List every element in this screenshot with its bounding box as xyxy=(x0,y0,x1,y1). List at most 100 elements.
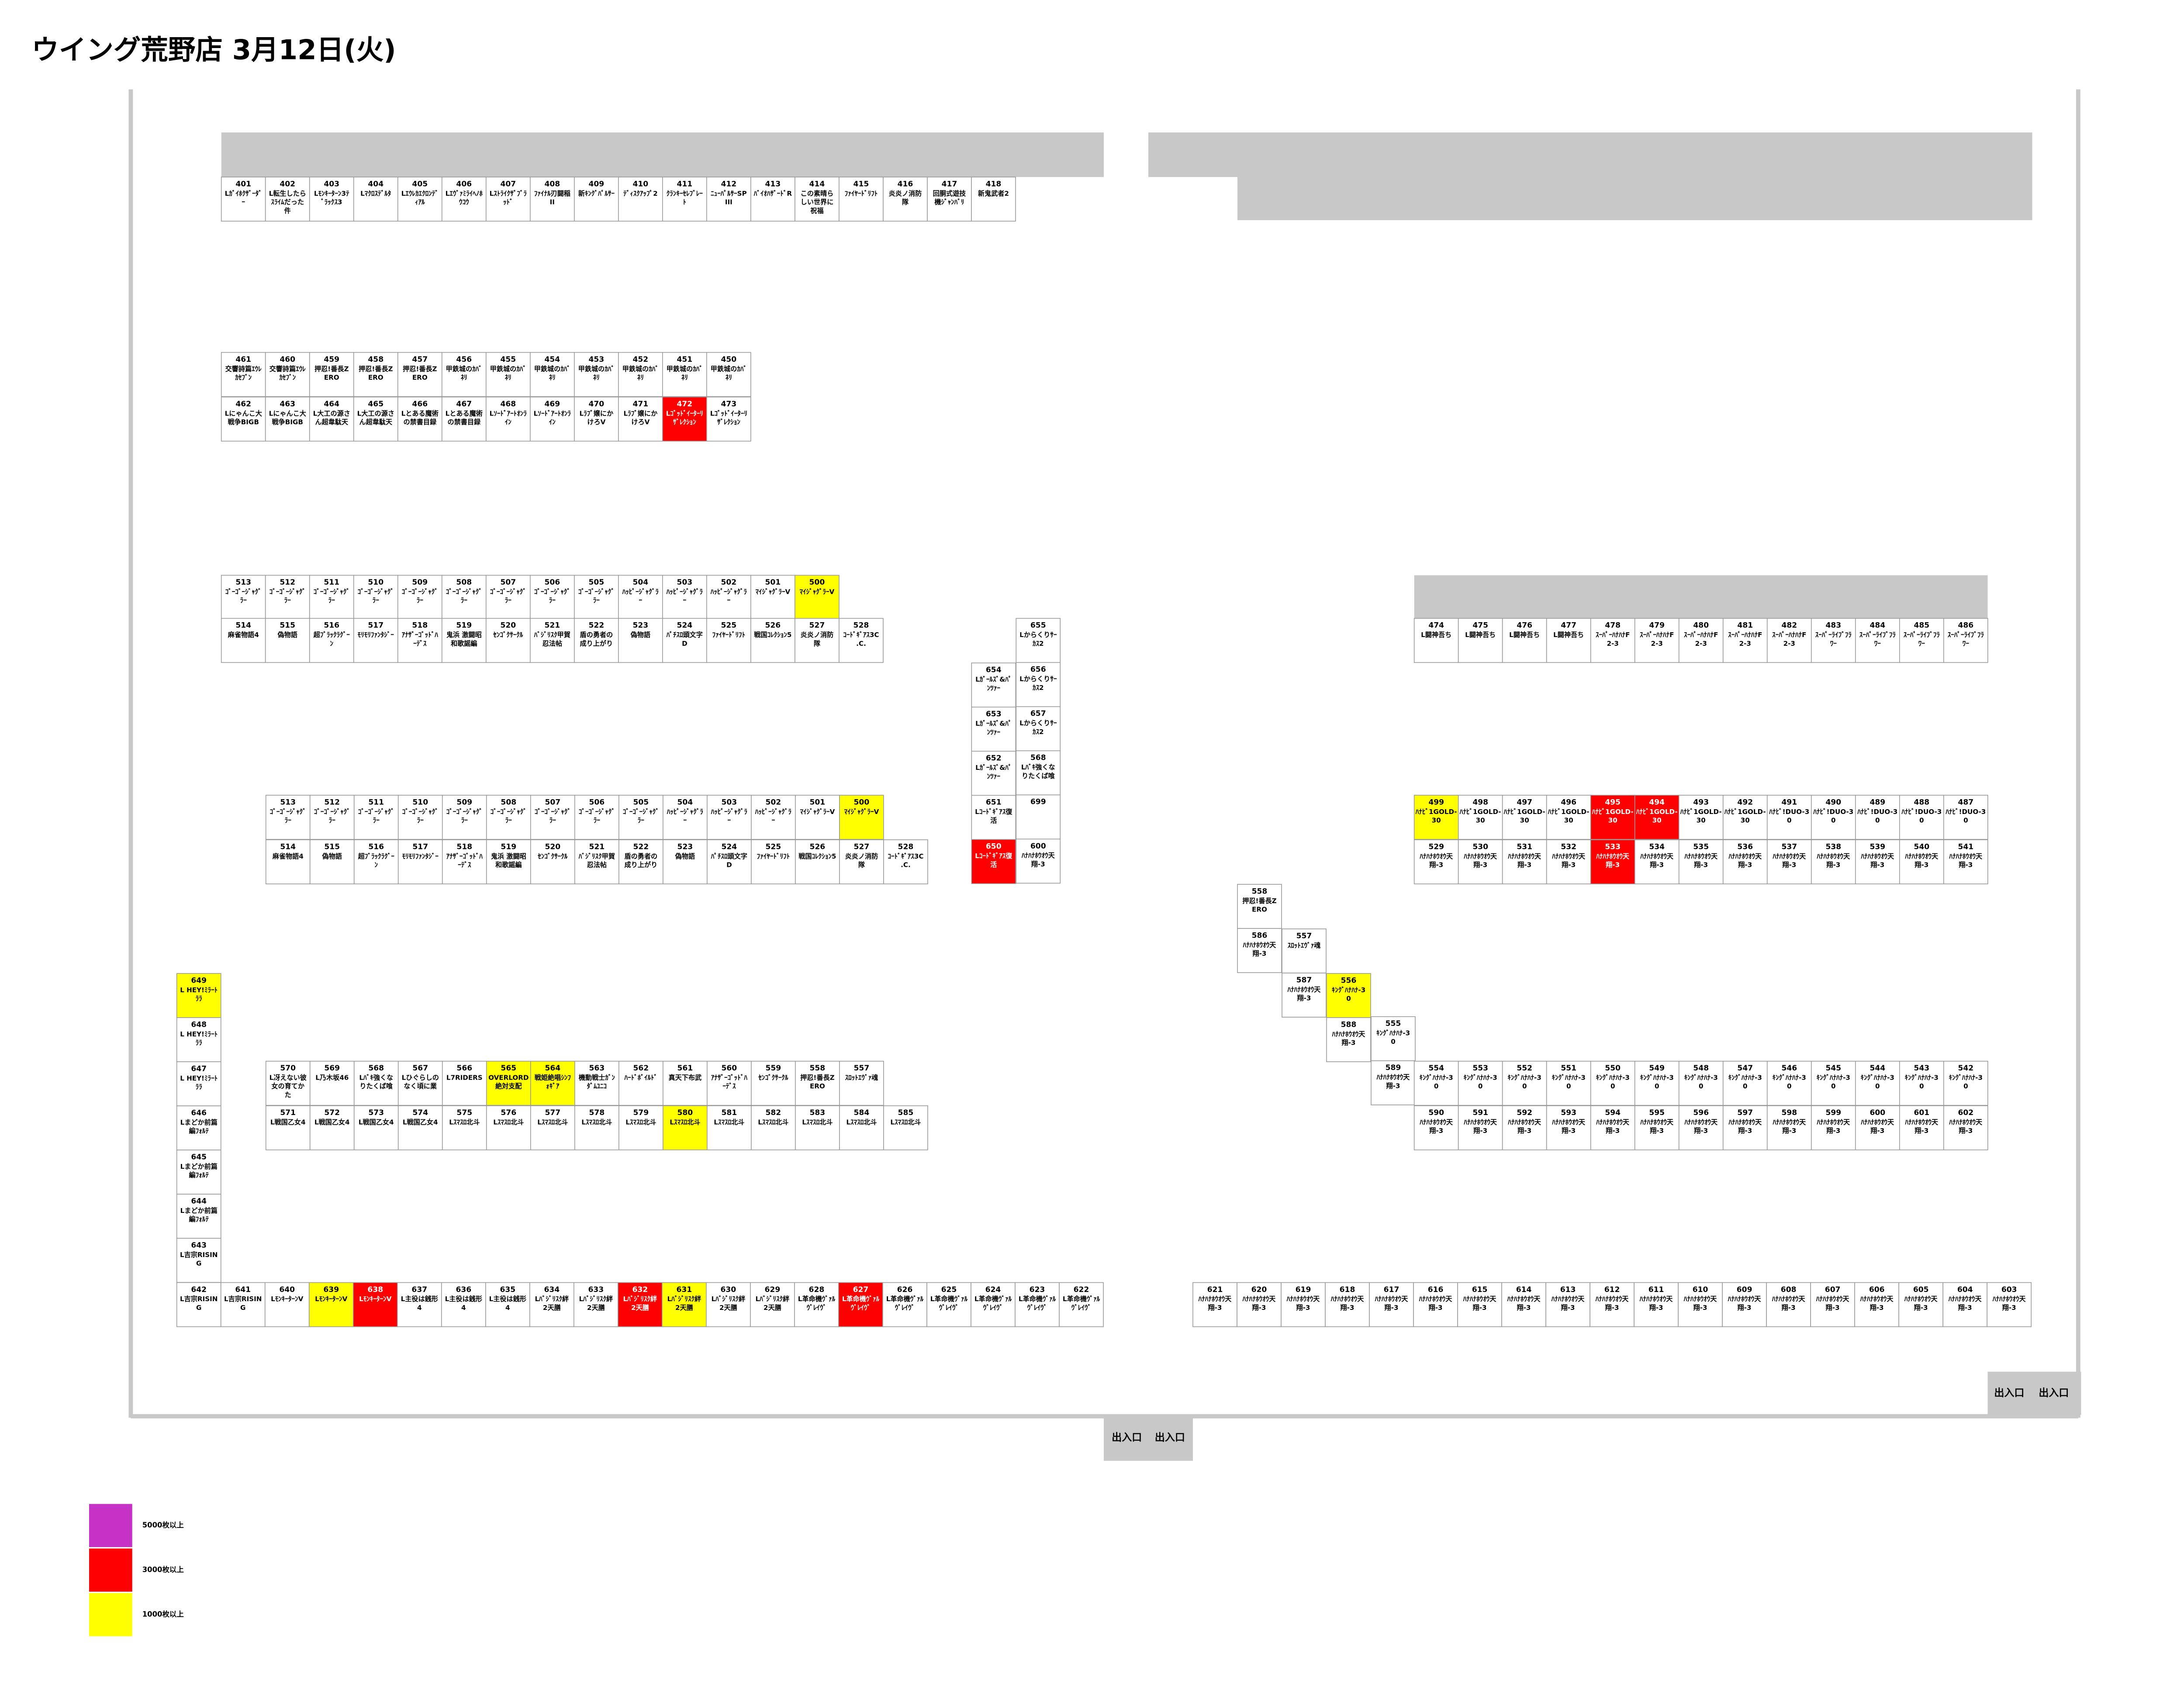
machine-name: 甲鉄城のｶﾊﾞﾈﾘ xyxy=(711,365,747,381)
machine-number: 593 xyxy=(1561,1108,1576,1117)
machine-cell: 583 Lｽﾏｽﾛ北斗 xyxy=(795,1105,840,1150)
machine-number: 416 xyxy=(898,180,913,189)
cell-box xyxy=(662,352,707,397)
machine-cell: 644 Lまどか前篇編ﾌｫﾙﾃ xyxy=(176,1194,221,1239)
machine-number: 581 xyxy=(722,1108,737,1117)
cell-box xyxy=(1943,618,1988,663)
machine-number: 500 xyxy=(809,578,825,587)
cell-box xyxy=(883,177,928,222)
machine-number: 561 xyxy=(677,1064,693,1073)
machine-number: 567 xyxy=(412,1064,428,1073)
machine-name: ｺﾞｰｺﾞｰｼﾞｬｸﾞﾗｰ xyxy=(446,808,483,824)
machine-number: 522 xyxy=(588,621,604,630)
machine-cell: 595 ﾊﾅﾊﾅﾎｳｵｳ天翔-3 xyxy=(1634,1105,1679,1150)
machine-name: OVERLORD 絶対支配 xyxy=(488,1074,529,1091)
machine-name: ｺﾞｰｺﾞｰｼﾞｬｸﾞﾗｰ xyxy=(578,588,615,604)
machine-number: 582 xyxy=(766,1108,781,1117)
cell-box xyxy=(265,795,311,840)
machine-number: 451 xyxy=(677,355,693,364)
cell-box xyxy=(176,1282,221,1327)
machine-name: ｷﾝｸﾞﾊﾅﾊﾅ-3 0 xyxy=(1640,1074,1674,1091)
machine-name: 鬼浜 激闘昭和歌謡編 xyxy=(446,631,482,648)
machine-name: ﾊﾅﾊﾅﾎｳｵｳ天翔-3 xyxy=(1552,1119,1586,1135)
legend-swatch xyxy=(89,1593,132,1636)
machine-number: 508 xyxy=(456,578,472,587)
cell-box xyxy=(353,396,398,442)
cell-box xyxy=(927,177,972,222)
machine-name: ﾊﾅﾊﾅﾎｳｵｳ天翔-3 xyxy=(1640,852,1674,869)
machine-name: 甲鉄城のｶﾊﾞﾈﾘ xyxy=(578,365,615,381)
cell-box xyxy=(574,1282,619,1327)
machine-number: 520 xyxy=(545,842,560,851)
machine-number: 641 xyxy=(235,1285,251,1294)
machine-name: ﾊﾅﾋﾞ!DUO-3 0 xyxy=(1813,808,1853,824)
machine-name: L HEY!ﾐﾗｰﾄﾗﾗ xyxy=(180,986,218,1003)
cell-box xyxy=(1943,795,1988,840)
machine-number: 559 xyxy=(766,1064,781,1073)
machine-number: 607 xyxy=(1825,1285,1841,1294)
machine-name: ｺﾞｰｺﾞｰｼﾞｬｸﾞﾗｰ xyxy=(402,588,438,604)
machine-name: Lｶﾞｰﾙｽﾞ&ﾊﾟﾝﾂｧｰ xyxy=(975,720,1012,736)
cell-box xyxy=(530,1060,575,1106)
machine-name: ｺｰﾄﾞｷﾞｱｽ3C .C. xyxy=(888,852,923,869)
cell-box xyxy=(1855,795,1900,840)
machine-number: 501 xyxy=(765,578,781,587)
cell-box xyxy=(618,177,663,222)
machine-name: ｺﾞｰｺﾞｰｼﾞｬｸﾞﾗｰ xyxy=(402,808,439,824)
machine-name: ｷﾝｸﾞﾊﾅﾊﾅ-3 0 xyxy=(1376,1029,1410,1046)
machine-number: 580 xyxy=(677,1108,693,1117)
cell-box xyxy=(618,618,663,663)
machine-name: LﾓﾝｷｰﾀｰﾝV xyxy=(359,1295,392,1303)
machine-cell: 591 ﾊﾅﾊﾅﾎｳｵｳ天翔-3 xyxy=(1458,1105,1503,1150)
machine-number: 513 xyxy=(280,798,296,807)
machine-name: ﾏｲｼﾞｬｸﾞﾗｰV xyxy=(799,588,834,596)
machine-number: 463 xyxy=(280,400,295,409)
machine-name: ｺﾞｰｺﾞｰｼﾞｬｸﾞﾗｰ xyxy=(270,588,306,604)
machine-name: L吉宗RISIN G xyxy=(224,1295,262,1312)
machine-number: 402 xyxy=(280,180,295,189)
cell-box xyxy=(1458,618,1503,663)
entrance-label: 出入口 xyxy=(1112,1432,1142,1443)
machine-number: 469 xyxy=(544,400,560,409)
machine-number: 502 xyxy=(766,798,781,807)
machine-name: L革命機ｳﾞｧﾙｳﾞﾚｲｳﾞ xyxy=(975,1295,1012,1312)
machine-number: 533 xyxy=(1605,842,1621,851)
machine-number: 403 xyxy=(324,180,339,189)
machine-number: 518 xyxy=(412,621,428,630)
machine-number: 512 xyxy=(324,798,340,807)
machine-name: ｺﾞｰｺﾞｰｼﾞｬｸﾞﾗｰ xyxy=(490,588,526,604)
cell-box xyxy=(442,795,487,840)
machine-name: 押忍!番長Z ERO xyxy=(403,365,437,381)
cell-box xyxy=(926,1282,971,1327)
cell-box xyxy=(265,352,310,397)
machine-cell: 578 Lｽﾏｽﾛ北斗 xyxy=(574,1105,619,1150)
cell-box xyxy=(1546,839,1591,884)
machine-name: L HEY!ﾐﾗｰﾄﾗﾗ xyxy=(180,1074,218,1091)
